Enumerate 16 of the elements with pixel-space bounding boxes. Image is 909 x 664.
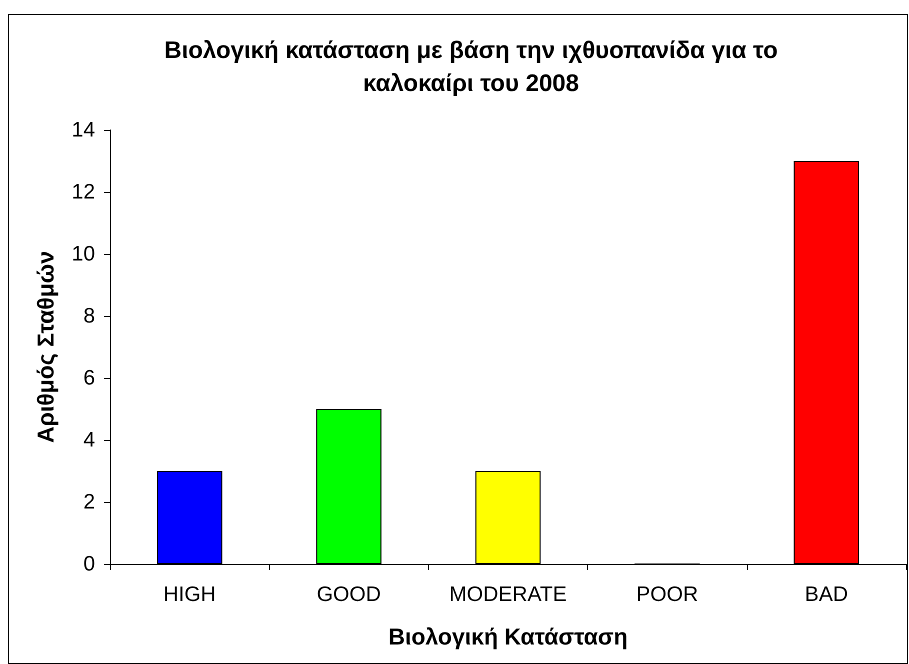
y-tick-label: 8 bbox=[83, 304, 95, 328]
x-axis-title: Βιολογική Κατάσταση bbox=[388, 624, 628, 650]
x-tick-label: BAD bbox=[804, 583, 848, 606]
y-tick-label: 10 bbox=[72, 242, 95, 266]
y-tick-label: 0 bbox=[83, 552, 95, 576]
y-axis-title: Αριθμός Σταθμών bbox=[32, 250, 58, 444]
x-tick-label: MODERATE bbox=[449, 583, 567, 606]
y-tick-label: 6 bbox=[83, 366, 95, 390]
y-tick-label: 2 bbox=[83, 490, 95, 514]
x-tick-label: HIGH bbox=[163, 583, 216, 606]
x-tick-label: POOR bbox=[636, 583, 698, 606]
x-tick-label: GOOD bbox=[316, 583, 381, 606]
y-tick-label: 4 bbox=[83, 428, 96, 452]
y-tick-label: 12 bbox=[72, 180, 95, 204]
chart-title: Βιολογική κατάσταση με βάση την ιχθυοπανίδα για το καλοκαίρι του 2008 bbox=[164, 37, 778, 97]
y-tick-label: 14 bbox=[72, 118, 96, 142]
